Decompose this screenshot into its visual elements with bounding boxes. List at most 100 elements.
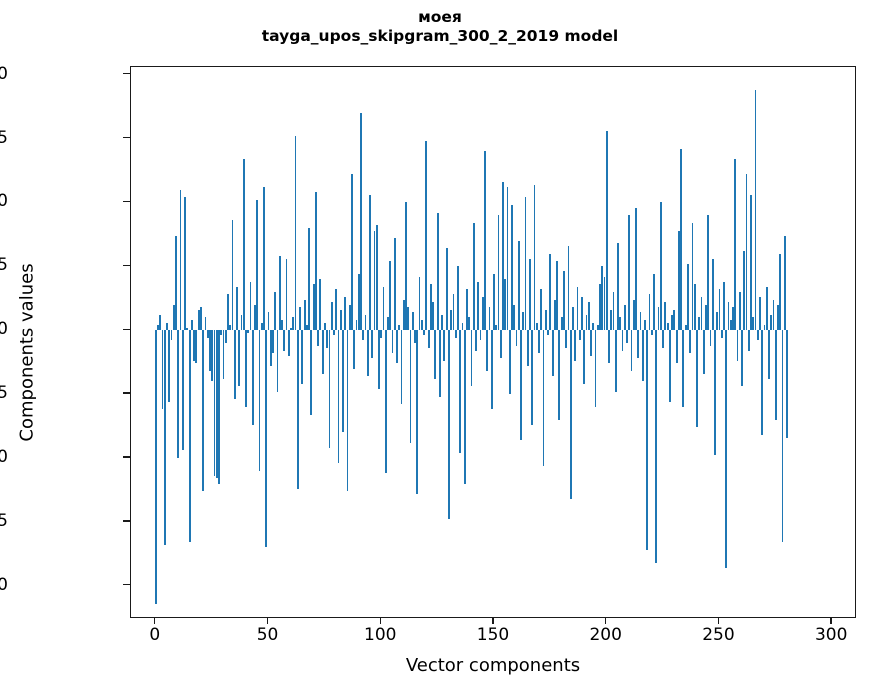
bar xyxy=(504,279,507,331)
bar xyxy=(677,230,680,331)
bar xyxy=(475,330,477,351)
bar xyxy=(711,258,714,331)
bar xyxy=(488,307,491,331)
bar xyxy=(705,304,707,331)
x-tick-label: 250 xyxy=(702,625,735,645)
y-tick-label: −0.25 xyxy=(0,383,8,404)
bar xyxy=(238,330,241,387)
bar xyxy=(384,330,387,474)
bar xyxy=(181,330,184,451)
bar xyxy=(781,330,784,543)
bar xyxy=(454,330,457,338)
bar xyxy=(675,330,678,364)
bar xyxy=(574,330,577,361)
bar xyxy=(673,309,676,331)
y-axis-label: Components values xyxy=(16,263,38,442)
bar xyxy=(231,220,234,331)
bar xyxy=(227,294,229,331)
bar xyxy=(599,284,601,331)
bar xyxy=(709,330,712,346)
bar xyxy=(720,330,723,338)
bar xyxy=(305,325,308,331)
bar xyxy=(727,302,730,331)
bar xyxy=(414,330,416,343)
bar xyxy=(373,230,376,331)
bar xyxy=(242,159,245,331)
bar xyxy=(240,314,243,331)
bar xyxy=(438,330,441,397)
bar xyxy=(696,330,698,428)
bar xyxy=(463,330,466,484)
y-tick-label: 0.00 xyxy=(0,319,8,340)
bar xyxy=(427,330,430,349)
bar xyxy=(490,330,493,410)
x-tick-label: 50 xyxy=(256,625,279,645)
bar xyxy=(750,194,752,331)
y-tick-label: 0.50 xyxy=(0,191,8,212)
bar xyxy=(321,330,324,374)
bar xyxy=(366,330,369,377)
bar xyxy=(612,291,615,331)
bar xyxy=(662,330,664,349)
x-tick-mark xyxy=(266,617,269,624)
bar xyxy=(732,307,734,331)
bar xyxy=(380,330,383,338)
bar xyxy=(605,130,608,331)
bar xyxy=(578,330,581,341)
bar xyxy=(330,302,333,331)
bar xyxy=(400,330,403,405)
bar xyxy=(342,330,344,433)
bar xyxy=(765,286,768,331)
bar xyxy=(337,330,340,464)
bar xyxy=(517,240,520,331)
bar xyxy=(630,330,633,372)
bar xyxy=(621,330,624,351)
bar xyxy=(644,320,646,331)
x-tick-label: 200 xyxy=(589,625,622,645)
bar xyxy=(565,330,568,349)
bar xyxy=(648,294,651,331)
x-tick-mark xyxy=(492,617,494,624)
bar xyxy=(594,330,597,407)
bar xyxy=(296,330,299,489)
bar xyxy=(529,258,531,331)
bar xyxy=(432,302,435,331)
bar xyxy=(466,289,468,331)
bar xyxy=(592,322,595,331)
bar xyxy=(768,330,770,379)
bar xyxy=(551,330,554,377)
x-axis-label: Vector components xyxy=(405,655,581,676)
bar xyxy=(175,235,177,331)
bar xyxy=(668,330,671,402)
bar xyxy=(378,330,380,389)
bar xyxy=(402,299,405,331)
bar xyxy=(547,330,549,336)
y-tick-mark xyxy=(123,72,130,75)
bar xyxy=(218,330,220,484)
bar xyxy=(556,261,559,331)
bar xyxy=(436,212,439,331)
y-tick-mark xyxy=(123,584,130,586)
bar xyxy=(195,330,198,364)
bar xyxy=(211,330,214,382)
bar xyxy=(249,281,252,331)
bar xyxy=(310,330,313,415)
bar xyxy=(558,330,561,420)
bar xyxy=(472,222,475,331)
y-tick-label: −1.00 xyxy=(0,574,8,595)
bar xyxy=(206,330,209,338)
bar xyxy=(628,215,631,331)
bar xyxy=(680,148,683,331)
bar xyxy=(686,263,689,331)
bar xyxy=(786,330,788,438)
bar xyxy=(215,330,218,479)
bar xyxy=(499,330,502,359)
bar xyxy=(544,309,547,331)
x-tick-mark xyxy=(830,617,832,624)
bar xyxy=(468,317,471,331)
bar xyxy=(535,322,538,331)
y-tick-mark xyxy=(123,328,130,330)
bar xyxy=(163,330,166,545)
bar xyxy=(411,312,414,331)
chart-title-line2: tayga_upos_skipgram_300_2_2019 model xyxy=(261,27,619,45)
